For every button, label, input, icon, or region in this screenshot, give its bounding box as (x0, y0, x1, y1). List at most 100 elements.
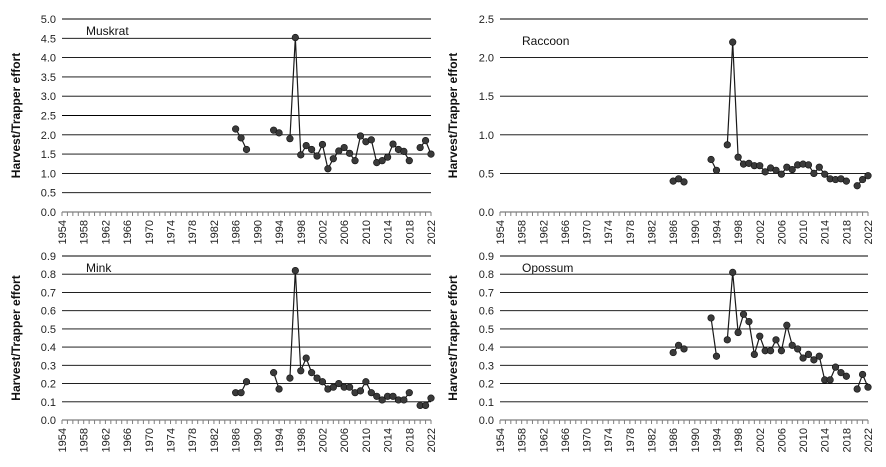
data-point (308, 145, 316, 154)
x-tick-label: 1990 (690, 220, 702, 244)
data-point (853, 385, 861, 393)
panel-title: Mink (86, 261, 112, 275)
x-tick-label: 1958 (79, 220, 91, 244)
x-tick-label: 1962 (100, 428, 112, 452)
data-point (275, 385, 283, 393)
data-point (799, 354, 807, 362)
data-point (804, 350, 813, 359)
data-point (302, 142, 310, 150)
x-tick-label: 1986 (668, 220, 680, 244)
chart-panel-mink: 0.0 0.1 0.2 0.3 0.4 0.5 0.6 0.7 0.8 0.9 1954 1958 19… (9, 251, 438, 452)
data-point (367, 389, 375, 397)
y-axis-title: Harvest/Trapper effort (446, 53, 460, 178)
y-tick-label: 0.0 (479, 415, 494, 427)
data-point (815, 163, 823, 171)
chart-panel-muskrat: 0.0 0.5 1.0 1.5 2.0 2.5 3.0 3.5 4.0 4.5 5.0 1954 195… (9, 14, 438, 244)
x-tick-label: 1998 (296, 220, 308, 244)
x-tick-label: 2010 (361, 428, 373, 452)
x-tick-label: 1982 (209, 220, 221, 244)
x-tick-label: 1958 (517, 428, 529, 452)
data-point (707, 314, 715, 322)
y-tick-label: 2.0 (41, 130, 56, 142)
x-tick-label: 2002 (317, 220, 329, 244)
data-point (788, 165, 796, 174)
data-point (729, 38, 737, 46)
data-point (723, 141, 731, 149)
data-point (864, 383, 872, 391)
x-tick-label: 2006 (339, 220, 351, 244)
data-point (324, 165, 332, 173)
x-tick-label: 2014 (383, 220, 395, 244)
x-tick-label: 1974 (166, 220, 178, 244)
x-tick-label: 1966 (560, 220, 572, 244)
x-tick-label: 1998 (733, 220, 745, 244)
x-tick-label: 1978 (625, 428, 637, 452)
y-tick-label: 0.0 (41, 207, 56, 219)
data-point (788, 341, 796, 349)
y-tick-label: 0.5 (41, 324, 56, 336)
x-tick-label: 1994 (711, 220, 723, 244)
data-point (734, 153, 742, 161)
data-point (766, 347, 775, 355)
data-point (734, 328, 742, 337)
x-tick-label: 1978 (625, 220, 637, 244)
data-point (821, 170, 829, 178)
data-point (291, 266, 299, 275)
x-tick-label: 1978 (187, 428, 199, 452)
chart-panel-opossum: 0.0 0.1 0.2 0.3 0.4 0.5 0.6 0.7 0.8 0.9 1954 1958 19… (446, 251, 875, 452)
x-tick-label: 1990 (252, 428, 264, 452)
data-point (864, 172, 872, 180)
data-point (674, 341, 683, 349)
x-tick-label: 2006 (339, 428, 351, 452)
data-point (237, 389, 245, 397)
data-point (777, 347, 786, 355)
y-tick-label: 0.8 (479, 269, 494, 281)
data-point (232, 125, 240, 133)
x-tick-label: 1958 (79, 428, 91, 452)
data-point (674, 175, 683, 183)
data-point (427, 150, 435, 158)
y-tick-label: 3.0 (41, 91, 56, 103)
data-point (853, 182, 861, 190)
panel-title: Muskrat (86, 24, 129, 38)
x-tick-label: 2006 (776, 220, 788, 244)
data-point (302, 354, 310, 362)
y-tick-label: 3.5 (41, 72, 56, 84)
y-tick-label: 0.7 (41, 287, 56, 299)
x-tick-label: 1966 (560, 428, 572, 452)
x-tick-label: 1990 (690, 428, 702, 452)
data-point (772, 166, 780, 174)
data-point (421, 401, 430, 410)
x-tick-label: 1974 (603, 220, 615, 244)
y-tick-label: 0.7 (479, 287, 494, 299)
data-point (242, 145, 251, 154)
data-point (335, 379, 343, 388)
data-point (308, 369, 316, 377)
x-tick-label: 1986 (231, 428, 243, 452)
data-point (340, 143, 348, 152)
x-tick-label: 2022 (863, 220, 875, 244)
data-point (842, 177, 850, 185)
x-tick-label: 2010 (361, 220, 373, 244)
data-point (389, 140, 397, 148)
y-tick-label: 0.0 (479, 207, 494, 219)
x-tick-label: 1978 (187, 220, 199, 244)
x-tick-label: 1962 (538, 428, 550, 452)
y-tick-label: 0.1 (479, 397, 494, 409)
x-tick-label: 1954 (57, 428, 69, 452)
x-tick-label: 2002 (317, 428, 329, 452)
x-tick-label: 1966 (122, 428, 134, 452)
x-tick-label: 1994 (711, 428, 723, 452)
x-tick-label: 1982 (209, 428, 221, 452)
x-tick-label: 1970 (144, 428, 156, 452)
x-tick-label: 2022 (863, 428, 875, 452)
x-tick-label: 1990 (252, 220, 264, 244)
data-point (810, 169, 818, 177)
y-tick-label: 0.4 (41, 342, 56, 354)
data-point (831, 363, 840, 371)
y-tick-label: 0.8 (41, 269, 56, 281)
data-point (723, 336, 731, 344)
y-tick-label: 0.2 (479, 379, 494, 391)
data-point (329, 155, 337, 163)
y-tick-label: 0.2 (41, 379, 56, 391)
